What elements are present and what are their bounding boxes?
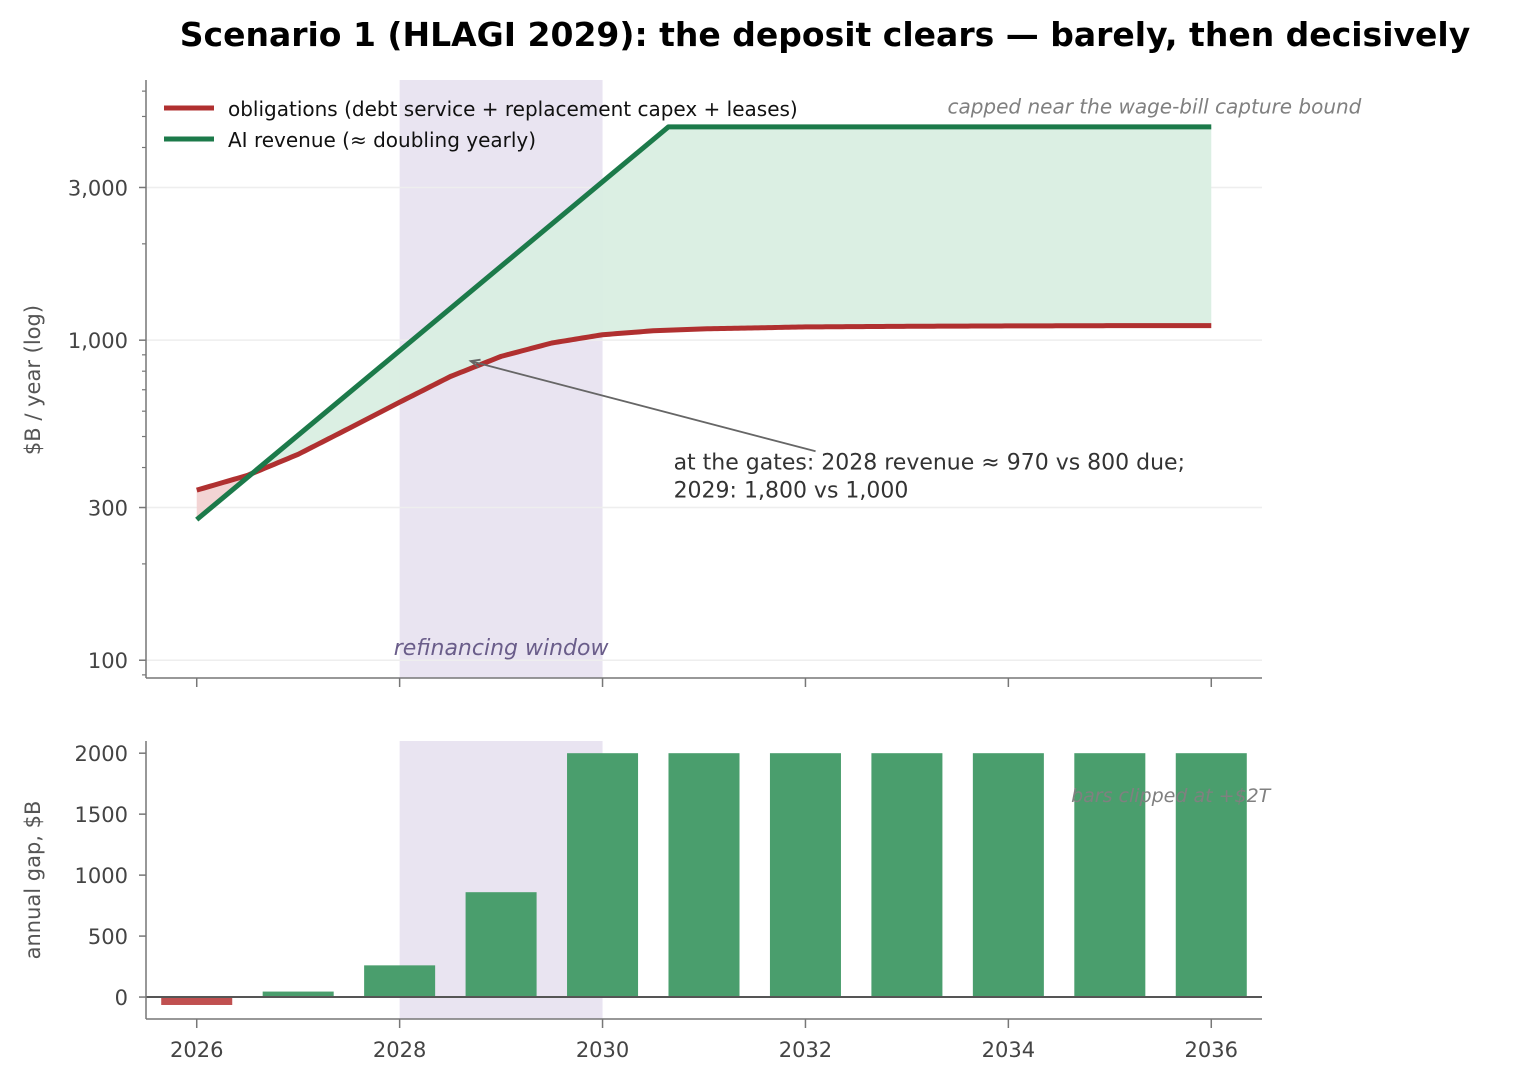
gap-bar-2032 <box>769 753 841 998</box>
clipped-bars-annotation: bars clipped at +$2T <box>1071 785 1272 807</box>
x-tick-label: 2036 <box>1185 1038 1238 1062</box>
top-axes: 100 300 1,000 3,000 <box>68 80 1262 687</box>
x-tick-label: 2034 <box>982 1038 1035 1062</box>
capped-annotation: capped near the wage-bill capture bound <box>947 95 1361 119</box>
legend-label-obligations: obligations (debt service + replacement … <box>228 97 798 121</box>
gap-bar-2034 <box>972 753 1044 998</box>
bottom-annotations: bars clipped at +$2T <box>1071 785 1272 807</box>
gap-bar-2036 <box>1175 753 1247 998</box>
gap-bar-2035 <box>1074 753 1146 998</box>
x-tick-label: 2026 <box>170 1038 223 1062</box>
chart-title: Scenario 1 (HLAGI 2029): the deposit cle… <box>180 15 1470 54</box>
top-line-panel: 100 300 1,000 3,000 capped near the wage-bi… <box>21 80 1362 687</box>
gap-bar-2028 <box>364 965 436 998</box>
y-tick-label: 1,000 <box>68 329 128 353</box>
gap-bar-2027 <box>262 991 334 998</box>
bottom-axes: 0 500 1000 1500 2000 2026 2028 2030 2032 2034 2036 <box>75 741 1262 1062</box>
gap-bar-2031 <box>668 753 740 998</box>
y-tick-label: 100 <box>88 649 128 673</box>
series-lines <box>195 124 1212 522</box>
top-y-axis-label: $B / year (log) <box>21 305 45 455</box>
refinancing-window-label: refinancing window <box>394 636 610 661</box>
legend-label-revenue: AI revenue (≈ doubling yearly) <box>228 128 536 152</box>
gates-annotation-line: at the gates: 2028 revenue ≈ 970 vs 800 … <box>674 450 1185 475</box>
y-tick-label: 1500 <box>75 803 128 827</box>
gap-bar-2026 <box>161 997 233 1005</box>
x-tick-label: 2030 <box>576 1038 629 1062</box>
legend: obligations (debt service + replacement … <box>164 97 798 152</box>
gap-bar-2033 <box>871 753 943 998</box>
x-tick-label: 2028 <box>373 1038 426 1062</box>
top-annotations: capped near the wage-bill capture bound a… <box>394 95 1362 661</box>
y-tick-label: 1000 <box>75 864 128 888</box>
y-tick-label: 3,000 <box>68 176 128 200</box>
y-tick-label: 0 <box>115 986 128 1010</box>
bottom-y-axis-label: annual gap, $B <box>21 801 45 960</box>
y-tick-label: 2000 <box>75 742 128 766</box>
bottom-bar-panel: 0 500 1000 1500 2000 2026 2028 2030 2032 2034 2036… <box>21 741 1272 1062</box>
y-tick-label: 500 <box>88 925 128 949</box>
y-tick-label: 300 <box>88 497 128 521</box>
revenue-line <box>195 124 1212 522</box>
gap-bar-2030 <box>567 753 639 998</box>
x-tick-label: 2032 <box>779 1038 832 1062</box>
obligations-line <box>196 323 1212 493</box>
gates-arrow <box>470 360 816 453</box>
gates-annotation-line: 2029: 1,800 vs 1,000 <box>674 478 909 503</box>
surplus-fill <box>252 126 1212 474</box>
gap-bars <box>161 753 1247 1005</box>
gap-bar-2029 <box>465 892 537 998</box>
gates-arrow-head <box>468 358 481 368</box>
